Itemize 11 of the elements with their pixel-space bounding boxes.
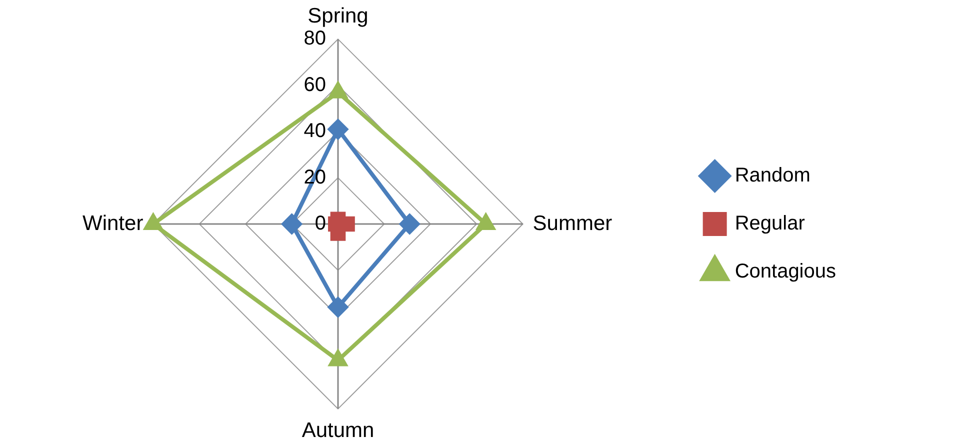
y-tick-label: 80 (304, 28, 326, 50)
legend-label: Random (734, 164, 810, 187)
legend-label: Regular (734, 212, 806, 235)
spoke-label: Spring (308, 4, 368, 28)
spoke-label: Autumn (302, 419, 374, 442)
y-tick-label: 40 (304, 120, 326, 142)
spoke-label: Summer (532, 212, 612, 235)
y-tick-label: 0 (314, 212, 326, 235)
y-tick-label: 60 (304, 74, 326, 96)
legend-label: Contagious (734, 260, 836, 283)
spoke-label: Winter (82, 212, 144, 235)
